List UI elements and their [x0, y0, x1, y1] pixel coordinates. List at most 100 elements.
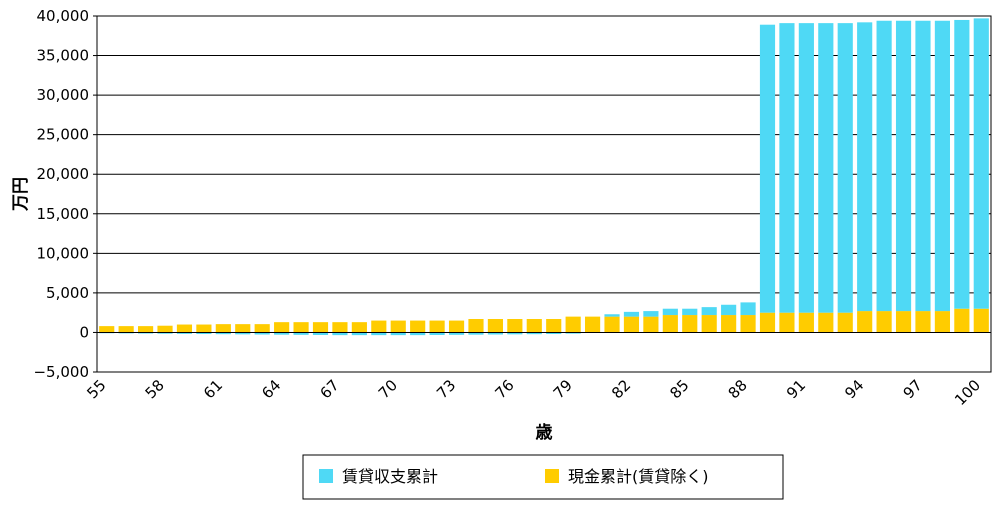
x-tick-label: 58: [142, 376, 168, 402]
bar-rental: [876, 20, 892, 312]
legend: 賃貸収支累計 現金累計(賃貸除く): [302, 454, 784, 500]
bar-rental: [818, 23, 834, 313]
bar-rental: [934, 20, 950, 312]
bar-rental: [798, 23, 814, 313]
legend-box: [302, 454, 784, 500]
y-axis-title: 万円: [11, 177, 31, 212]
bar-rental-negative: [526, 332, 542, 335]
bar-cash: [973, 308, 989, 333]
bar-cash: [196, 324, 212, 333]
bar-cash: [585, 316, 601, 333]
bar-rental-negative: [429, 332, 445, 335]
bar-cash: [682, 315, 698, 333]
bar-rental-negative: [215, 332, 231, 335]
x-tick-label: 97: [900, 376, 926, 402]
bar-cash: [293, 322, 309, 333]
x-tick-label: 100: [951, 376, 984, 409]
bar-cash: [351, 322, 367, 333]
bar-cash: [390, 320, 406, 333]
bar-rental-negative: [507, 332, 523, 335]
bar-rental: [779, 23, 795, 313]
bar-cash: [312, 322, 329, 333]
bar-cash: [740, 315, 756, 333]
bar-cash: [798, 312, 814, 333]
bar-rental-negative: [196, 332, 212, 335]
bar-rental-negative: [312, 332, 329, 335]
bar-cash: [118, 326, 134, 333]
bar-rental-negative: [371, 332, 387, 336]
y-tick-label: 5,000: [46, 284, 89, 302]
bar-rental-negative: [138, 332, 154, 334]
bar-rental: [623, 311, 640, 317]
x-tick-label: 73: [433, 376, 459, 402]
bar-rental: [662, 308, 678, 316]
bar-rental-negative: [254, 332, 270, 335]
bar-rental: [740, 302, 756, 316]
y-tick-label: 10,000: [37, 244, 90, 262]
x-tick-label: 79: [550, 376, 576, 402]
bar-cash: [235, 324, 251, 333]
bar-cash: [487, 318, 503, 333]
plot-area: [96, 15, 992, 373]
bar-cash: [371, 320, 387, 333]
y-tick-labels: −5,000 0 5,000 10,000 15,000 20,000 25,000 30,0…: [33, 7, 89, 381]
bar-cash: [604, 316, 620, 333]
bar-rental-negative: [468, 332, 484, 335]
x-tick-label: 91: [783, 376, 809, 402]
bar-cash: [157, 325, 173, 333]
bar-rental: [701, 307, 717, 316]
bar-rental-negative: [565, 332, 581, 334]
bar-cash: [915, 311, 931, 333]
bar-cash: [429, 320, 445, 333]
bar-rental: [604, 314, 620, 317]
x-tick-label: 64: [258, 376, 284, 402]
bar-cash: [895, 311, 912, 333]
bar-cash: [643, 316, 659, 333]
bar-cash: [546, 318, 562, 333]
bar-cash: [274, 322, 290, 333]
bar-rental-negative: [235, 332, 251, 335]
bar-cash: [565, 316, 581, 333]
bar-cash: [410, 320, 426, 333]
bar-cash: [818, 312, 834, 333]
bar-rental: [857, 22, 873, 312]
bar-rental: [759, 24, 776, 313]
bar-rental-negative: [546, 332, 562, 335]
legend-label-cash: 現金累計(賃貸除く): [568, 467, 709, 486]
bar-rental: [837, 23, 853, 313]
y-tick-label: 25,000: [37, 126, 90, 144]
bar-cash: [99, 326, 115, 333]
bar-rental-negative: [157, 332, 173, 334]
bar-rental-negative: [293, 332, 309, 335]
bar-cash: [837, 312, 853, 333]
bar-cash: [254, 324, 270, 333]
bar-cash: [954, 308, 970, 333]
x-tick-label: 85: [666, 376, 692, 402]
x-tick-labels: 55 58 61 64 67 70 73 76 79 82 85 88 91 94 97 100: [83, 376, 984, 409]
x-tick-label: 67: [317, 376, 343, 402]
legend-label-rental: 賃貸収支累計: [342, 467, 438, 486]
bar-rental-negative: [448, 332, 465, 335]
x-tick-label: 82: [608, 376, 634, 402]
bar-cash: [876, 311, 892, 333]
bar-cash: [468, 318, 484, 333]
bar-cash: [701, 315, 717, 333]
bar-cash: [507, 318, 523, 333]
bar-cash: [215, 324, 231, 333]
bar-rental-negative: [176, 332, 193, 334]
y-tick-label: −5,000: [33, 363, 89, 381]
bar-rental-negative: [390, 332, 406, 336]
bar-rental-negative: [410, 332, 426, 336]
bar-rental-negative: [332, 332, 348, 336]
x-tick-label: 61: [200, 376, 226, 402]
bar-cash: [332, 322, 348, 333]
bar-rental-negative: [274, 332, 290, 335]
y-tick-label: 30,000: [37, 86, 90, 104]
bar-rental: [954, 19, 970, 309]
bar-cash: [857, 311, 873, 333]
bar-cash: [623, 316, 640, 333]
x-axis-title: 歳: [536, 422, 553, 443]
x-tick-label: 76: [491, 376, 517, 402]
bar-rental: [895, 20, 912, 312]
